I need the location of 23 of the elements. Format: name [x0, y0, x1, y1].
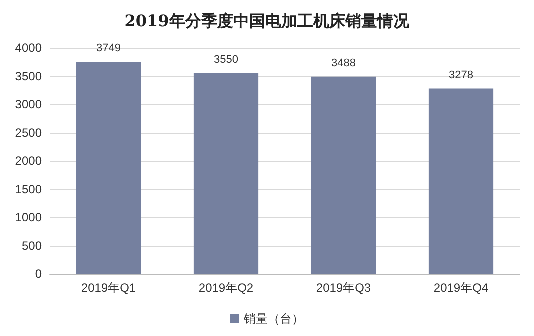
data-label: 3749 — [96, 42, 121, 55]
y-tick-label: 4000 — [15, 41, 42, 55]
y-tick-label: 2500 — [15, 126, 42, 140]
y-tick-label: 3000 — [15, 98, 42, 112]
data-label: 3488 — [332, 57, 356, 70]
x-tick-label: 2019年Q4 — [434, 281, 489, 295]
y-tick-label: 3500 — [15, 69, 42, 84]
bar — [76, 62, 142, 274]
data-label: 3550 — [214, 54, 238, 66]
bar — [428, 88, 494, 274]
y-tick-label: 1500 — [15, 182, 42, 196]
bar — [311, 76, 376, 274]
x-tick-label: 2019年Q2 — [198, 281, 254, 295]
y-tick-label: 2000 — [15, 154, 42, 168]
y-tick-label: 0 — [35, 267, 42, 281]
legend-label: 销量（台） — [243, 312, 304, 326]
y-tick-label: 500 — [22, 238, 42, 253]
data-label: 3278 — [449, 69, 474, 82]
chart-title: 2019年分季度中国电加工机床销量情况 — [124, 12, 410, 30]
x-tick-label: 2019年Q1 — [81, 281, 136, 295]
bar — [194, 73, 259, 274]
y-tick-label: 1000 — [15, 210, 42, 224]
x-tick-label: 2019年Q3 — [316, 281, 372, 295]
